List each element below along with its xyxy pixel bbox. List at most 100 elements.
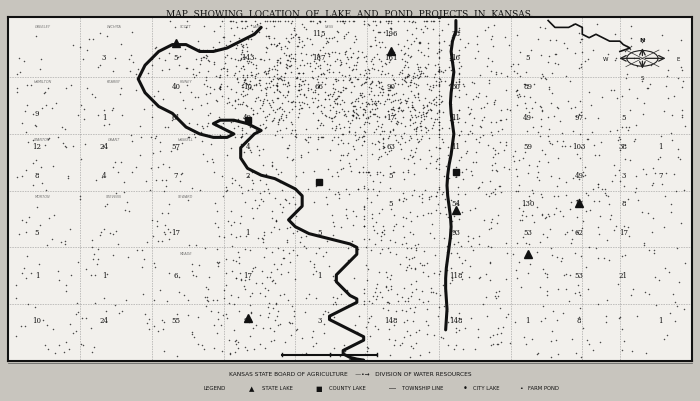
Point — [117, 308, 128, 315]
Point — [428, 74, 440, 81]
Point — [447, 114, 458, 120]
Point — [343, 109, 354, 115]
Point — [244, 293, 256, 300]
Point — [434, 292, 445, 298]
Point — [537, 72, 548, 78]
Point — [288, 157, 299, 163]
Point — [360, 244, 371, 250]
Point — [272, 59, 283, 65]
Point — [214, 85, 225, 91]
Point — [215, 86, 226, 93]
Point — [269, 89, 280, 95]
Point — [295, 103, 306, 109]
Point — [433, 93, 444, 99]
Point — [331, 57, 342, 63]
Point — [520, 341, 531, 348]
Point — [352, 96, 363, 102]
Point — [326, 119, 337, 125]
Point — [245, 73, 256, 79]
Point — [382, 152, 393, 158]
Point — [618, 338, 629, 344]
Point — [662, 332, 673, 338]
Point — [622, 196, 634, 203]
Point — [374, 30, 386, 36]
Point — [209, 122, 220, 128]
Point — [389, 97, 400, 104]
Point — [109, 159, 120, 165]
Point — [428, 83, 439, 89]
Point — [484, 334, 495, 340]
Point — [389, 239, 400, 246]
Point — [276, 135, 288, 141]
Point — [569, 290, 580, 297]
Point — [456, 170, 468, 176]
Point — [373, 188, 384, 195]
Point — [374, 89, 386, 96]
Point — [429, 116, 440, 123]
Point — [386, 26, 397, 33]
Point — [359, 223, 370, 229]
Point — [229, 33, 240, 39]
Point — [433, 131, 444, 138]
Point — [476, 180, 487, 186]
Point — [211, 48, 222, 55]
Point — [379, 231, 390, 237]
Point — [263, 71, 274, 77]
Point — [330, 301, 342, 307]
Point — [11, 295, 22, 302]
Point — [158, 319, 169, 325]
Point — [430, 103, 442, 109]
Point — [232, 77, 243, 83]
Point — [388, 128, 399, 134]
Point — [445, 314, 456, 321]
Point — [245, 23, 256, 29]
Point — [374, 18, 386, 25]
Point — [459, 119, 470, 126]
Point — [462, 238, 473, 245]
Point — [308, 328, 319, 334]
Point — [538, 73, 549, 80]
Point — [500, 241, 512, 247]
Point — [461, 150, 472, 156]
Point — [433, 110, 444, 116]
Point — [402, 264, 413, 270]
Point — [315, 34, 326, 40]
Point — [647, 180, 658, 187]
Point — [277, 247, 288, 253]
Point — [237, 26, 248, 32]
Point — [227, 257, 238, 263]
Point — [324, 63, 335, 69]
Point — [237, 89, 248, 95]
Point — [181, 66, 192, 72]
Text: 54: 54 — [452, 199, 461, 207]
Point — [465, 315, 476, 321]
Point — [473, 185, 484, 191]
Point — [228, 302, 239, 308]
Point — [230, 337, 241, 344]
Point — [595, 140, 606, 146]
Point — [376, 237, 387, 244]
Point — [339, 50, 350, 56]
Point — [383, 299, 394, 306]
Point — [258, 99, 269, 105]
Point — [80, 315, 92, 322]
Point — [561, 286, 572, 292]
Point — [237, 132, 248, 138]
Point — [365, 109, 376, 115]
Point — [290, 75, 302, 82]
Point — [285, 100, 296, 106]
Point — [486, 69, 497, 75]
Point — [429, 18, 440, 25]
Point — [366, 215, 377, 222]
Point — [572, 230, 583, 236]
Point — [275, 201, 286, 207]
Point — [54, 277, 65, 283]
Point — [315, 109, 326, 115]
Point — [414, 40, 425, 47]
Point — [412, 214, 423, 220]
Point — [160, 223, 171, 229]
Point — [426, 18, 437, 25]
Point — [358, 236, 370, 243]
Point — [425, 108, 436, 114]
Point — [449, 94, 461, 100]
